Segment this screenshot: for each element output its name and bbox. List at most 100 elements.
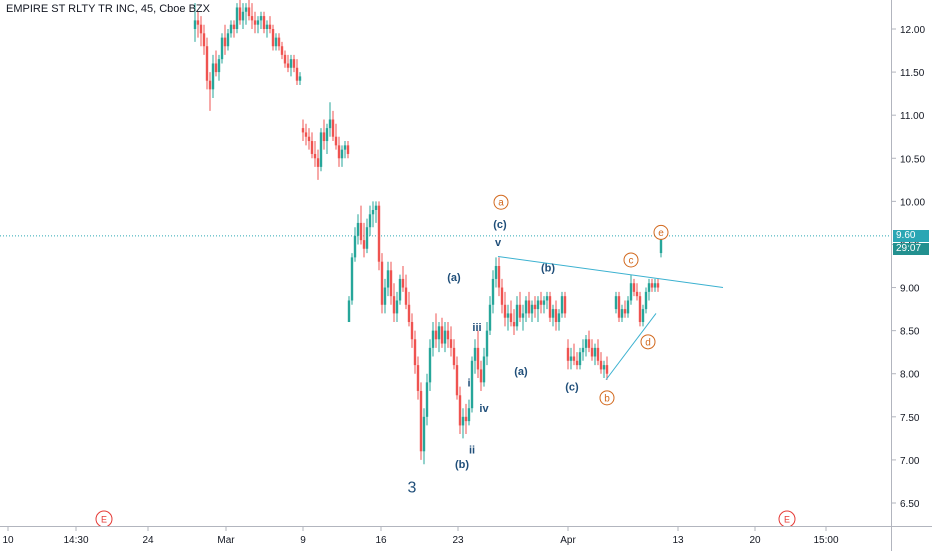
candle-body [428,347,432,383]
candle-body [602,365,606,370]
y-tick-label: 6.50 [900,499,920,510]
wave-circle [640,334,656,350]
candle-body [491,278,495,305]
y-tick-label: 11.00 [900,111,925,122]
candle-body [626,300,630,314]
candle-body [289,59,293,68]
wave-circle-label: d [645,337,651,348]
candle-body [422,416,426,452]
countdown-badge: 29:07 [893,242,929,255]
candle-body [467,408,471,422]
candle-body [253,20,257,25]
candle-body [533,304,537,310]
candle-body [509,313,513,323]
candle-body [244,7,248,12]
candle-body [368,214,372,228]
candle-body [202,33,206,47]
x-tick-label: Apr [560,535,576,546]
candle-body [343,145,347,150]
candle-body [356,222,360,236]
candle-body [563,296,567,314]
candle-body [386,270,390,288]
earnings-marker-label: E [784,515,790,525]
chart-title: EMPIRE ST RLTY TR INC, 45, Cboe BZX [6,3,210,15]
trend-line [497,256,724,289]
candle-body [605,365,609,374]
candle-body [407,304,411,323]
candle-body [419,390,423,452]
x-tick-label: 9 [300,535,306,546]
wave-label: (a) [447,272,461,284]
candle-body [325,128,329,142]
x-tick-label: 13 [672,535,684,546]
candle-body [596,347,600,361]
candle-body [647,283,651,292]
candle-body [214,63,218,73]
x-tick-label: 16 [375,535,387,546]
candle-body [506,313,510,318]
wave-circle-label: e [658,228,664,239]
candle-body [247,7,251,17]
candle-body [500,287,504,305]
candle-body [494,266,498,279]
candle-body [587,339,591,348]
candle-body [476,347,480,370]
candle-body [473,347,477,361]
candle-body [277,37,281,47]
candle-body [569,356,573,361]
candle-body [644,291,648,310]
candle-body [223,37,227,47]
candle-body [599,360,603,370]
candle-body [548,296,552,318]
candle-body [226,33,230,47]
candle-body [536,300,540,310]
candle-body [488,304,492,331]
candle-body [196,20,200,25]
candle-body [656,283,660,288]
wave-label: i [467,377,470,389]
candle-body [340,149,344,159]
candle-body [635,291,639,297]
earnings-marker [95,510,113,526]
price-axis[interactable]: 12.0011.5011.0010.5010.009.509.008.508.0… [891,0,932,526]
candle-body [310,141,314,154]
candle-body [238,7,242,21]
candle-body [515,304,519,327]
candle-body [392,296,396,314]
candle-body [208,80,212,90]
x-tick-label: 20 [749,535,761,546]
candle-body [455,365,459,396]
candle-body [620,309,624,318]
candle-body [527,300,531,314]
candle-body [205,46,209,81]
candle-body [623,309,627,314]
candle-body [280,46,284,55]
candle-body [398,278,402,301]
wave-circle [623,252,639,268]
wave-label: iii [472,322,481,334]
candle-body [443,330,447,344]
candle-body [554,309,558,323]
y-tick-label: 8.00 [900,370,920,381]
candle-body [617,296,621,318]
candle-body [199,24,203,34]
candle-body [401,278,405,288]
x-tick-label: 10 [2,535,14,546]
time-axis[interactable]: 10 14:30 24 Mar 9 16 23 Apr 13 20 15:00 [0,526,891,551]
candle-body [274,37,278,47]
candle-body [653,283,657,288]
candle-body [217,59,221,73]
candle-body [337,145,341,159]
candle-body [283,54,287,64]
candle-body [295,67,299,81]
wave-label: (c) [565,382,579,394]
candle-body [503,304,507,318]
candle-body [232,24,236,29]
candle-body [220,37,224,60]
axis-corner [891,526,932,551]
candle-body [590,347,594,357]
candle-body [331,119,335,137]
candle-body [395,300,399,314]
